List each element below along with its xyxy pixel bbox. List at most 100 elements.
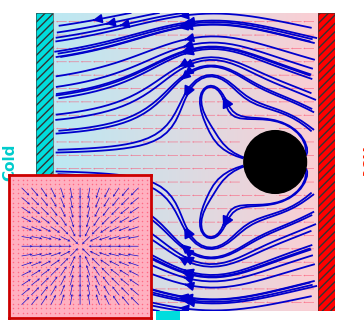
Point xyxy=(89,278,95,283)
Point xyxy=(61,301,67,306)
Point xyxy=(93,237,99,242)
Point xyxy=(15,246,21,251)
Point xyxy=(89,260,95,265)
Point xyxy=(139,186,145,191)
Point xyxy=(126,195,131,201)
Point xyxy=(102,218,108,224)
Point xyxy=(116,214,122,219)
Point xyxy=(126,292,131,297)
Point xyxy=(43,306,48,311)
Point xyxy=(107,214,113,219)
Point xyxy=(139,232,145,237)
Point xyxy=(135,310,141,316)
FancyArrowPatch shape xyxy=(225,216,232,226)
Point xyxy=(29,255,35,260)
Point xyxy=(126,200,131,205)
Point xyxy=(24,283,30,288)
Point xyxy=(66,301,71,306)
Point xyxy=(93,310,99,316)
Point xyxy=(24,223,30,228)
Point xyxy=(98,195,104,201)
Point xyxy=(66,200,71,205)
Point xyxy=(15,269,21,274)
Point xyxy=(144,232,150,237)
Point xyxy=(24,315,30,320)
Point xyxy=(11,287,16,293)
Point xyxy=(126,273,131,279)
Point xyxy=(149,241,154,247)
Point xyxy=(15,218,21,224)
Point xyxy=(149,301,154,306)
Point xyxy=(33,278,39,283)
Point xyxy=(52,186,58,191)
Point xyxy=(61,214,67,219)
Point xyxy=(20,269,25,274)
Point xyxy=(79,214,85,219)
Point xyxy=(29,214,35,219)
Point xyxy=(107,241,113,247)
Point xyxy=(79,306,85,311)
Point xyxy=(112,292,118,297)
Point xyxy=(149,269,154,274)
Point xyxy=(98,250,104,256)
Point xyxy=(29,292,35,297)
Point xyxy=(56,278,62,283)
Point xyxy=(144,273,150,279)
Point xyxy=(52,287,58,293)
Point xyxy=(20,223,25,228)
Point xyxy=(70,260,76,265)
Point xyxy=(47,287,53,293)
Point xyxy=(38,241,44,247)
Point xyxy=(20,296,25,302)
Point xyxy=(38,292,44,297)
Point xyxy=(15,273,21,279)
Point xyxy=(139,310,145,316)
Point xyxy=(112,278,118,283)
Point xyxy=(144,292,150,297)
Point xyxy=(15,204,21,210)
Point xyxy=(89,296,95,302)
Point xyxy=(15,232,21,237)
FancyArrowPatch shape xyxy=(223,216,230,225)
Point xyxy=(29,269,35,274)
Point xyxy=(66,278,71,283)
FancyArrowPatch shape xyxy=(120,20,130,27)
Point xyxy=(52,306,58,311)
Point xyxy=(15,209,21,214)
Point xyxy=(116,287,122,293)
Point xyxy=(6,269,12,274)
Point xyxy=(47,232,53,237)
Point xyxy=(11,214,16,219)
Point xyxy=(84,172,90,178)
FancyArrowPatch shape xyxy=(120,297,130,304)
Point xyxy=(29,287,35,293)
Point xyxy=(116,195,122,201)
Point xyxy=(43,287,48,293)
Point xyxy=(130,273,136,279)
Point xyxy=(144,246,150,251)
Point xyxy=(6,181,12,187)
Point xyxy=(20,172,25,178)
Point xyxy=(43,191,48,196)
Point xyxy=(11,241,16,247)
Point xyxy=(107,296,113,302)
Point xyxy=(6,200,12,205)
Point xyxy=(135,315,141,320)
Point xyxy=(116,227,122,233)
Point xyxy=(144,237,150,242)
Point xyxy=(61,315,67,320)
Point xyxy=(98,191,104,196)
Point xyxy=(149,283,154,288)
Point xyxy=(107,315,113,320)
Point xyxy=(144,306,150,311)
Point xyxy=(47,241,53,247)
Point xyxy=(15,260,21,265)
Point xyxy=(38,186,44,191)
Point xyxy=(84,214,90,219)
Point xyxy=(89,195,95,201)
Point xyxy=(6,287,12,293)
Point xyxy=(102,227,108,233)
Point xyxy=(15,296,21,302)
Point xyxy=(47,186,53,191)
Point xyxy=(102,204,108,210)
